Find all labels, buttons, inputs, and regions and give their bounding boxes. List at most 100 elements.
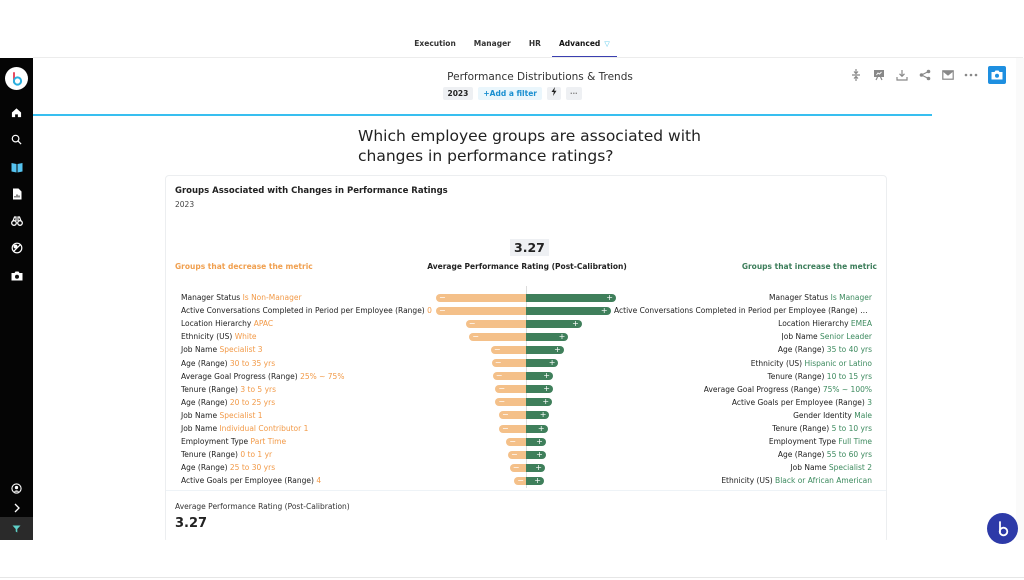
binoculars-icon[interactable] (0, 213, 33, 229)
group-value: Specialist 3 (219, 345, 263, 355)
decrease-bar[interactable]: − (436, 306, 526, 315)
decrease-bar[interactable]: − (469, 332, 526, 341)
increase-bar[interactable]: + (526, 424, 548, 433)
increase-bar[interactable]: + (526, 384, 553, 394)
increase-legend: Groups that increase the metric (741, 262, 877, 271)
increase-group-label[interactable]: Tenure (Range) 5 to 10 yrs (772, 422, 872, 435)
plus-icon: + (483, 89, 490, 98)
increase-group-label[interactable]: Active Goals per Employee (Range) 3 (732, 396, 872, 409)
group-field: Ethnicity (US) (181, 332, 233, 342)
group-value: White (234, 332, 257, 342)
increase-bar[interactable]: + (526, 306, 611, 315)
decrease-group-label[interactable]: Job Name Specialist 3 (181, 343, 263, 356)
increase-bar[interactable]: + (526, 358, 559, 367)
increase-group-label[interactable]: Employment Type Full Time (769, 435, 872, 448)
decrease-group-label[interactable]: Manager Status Is Non-Manager (181, 291, 302, 304)
decrease-group-label[interactable]: Age (Range) 25 to 30 yrs (181, 461, 275, 474)
decrease-bar[interactable]: − (492, 371, 526, 381)
tab-execution[interactable]: Execution (405, 36, 464, 58)
filter-panel-toggle[interactable] (0, 517, 33, 540)
scrollbar-track[interactable] (1016, 58, 1024, 580)
decrease-group-label[interactable]: Tenure (Range) 3 to 5 yrs (181, 383, 276, 396)
user-icon[interactable] (0, 480, 33, 496)
decrease-group-label[interactable]: Age (Range) 30 to 35 yrs (181, 357, 275, 370)
minus-icon: − (498, 384, 506, 394)
decrease-bar[interactable]: − (514, 476, 526, 485)
more-filters-button[interactable]: ⋯ (566, 87, 582, 100)
group-value: Specialist 2 (828, 463, 872, 473)
increase-bar[interactable]: + (526, 450, 546, 459)
decrease-bar[interactable]: − (506, 437, 526, 446)
increase-group-label[interactable]: Age (Range) 35 to 40 yrs (778, 343, 872, 356)
increase-group-label[interactable]: Gender Identity Male (793, 409, 872, 422)
increase-group-label[interactable]: Job Name Senior Leader (782, 330, 872, 343)
decrease-bar[interactable]: − (465, 319, 526, 328)
compress-icon[interactable] (848, 66, 864, 84)
increase-group-label[interactable]: Manager Status Is Manager (769, 291, 872, 304)
tab-manager[interactable]: Manager (465, 36, 520, 58)
download-icon[interactable] (894, 66, 910, 84)
year-filter-chip[interactable]: 2023 (442, 87, 474, 100)
decrease-bar[interactable]: − (491, 358, 526, 367)
increase-bar[interactable]: + (526, 397, 553, 407)
decrease-bar[interactable]: − (495, 397, 526, 407)
increase-bar[interactable]: + (526, 293, 616, 302)
presentation-icon[interactable] (871, 66, 887, 84)
increase-group-label[interactable]: Location Hierarchy EMEA (778, 317, 872, 330)
decrease-bar[interactable]: − (499, 424, 526, 433)
app-logo[interactable] (5, 67, 28, 90)
add-filter-button[interactable]: +Add a filter (478, 87, 542, 100)
decrease-group-label[interactable]: Tenure (Range) 0 to 1 yr (181, 448, 272, 461)
decrease-group-label[interactable]: Job Name Specialist 1 (181, 409, 263, 422)
increase-bar[interactable]: + (526, 463, 545, 472)
increase-bar[interactable]: + (526, 332, 569, 341)
decrease-bar[interactable]: − (499, 410, 526, 420)
group-field: Tenure (Range) (181, 450, 238, 460)
increase-bar[interactable]: + (526, 319, 582, 328)
more-icon[interactable] (963, 66, 979, 84)
chevron-right-icon[interactable] (0, 500, 33, 516)
plus-icon: + (534, 475, 541, 485)
decrease-group-label[interactable]: Ethnicity (US) White (181, 330, 257, 343)
email-icon[interactable] (940, 66, 956, 84)
decrease-group-label[interactable]: Employment Type Part Time (181, 435, 286, 448)
snapshot-button[interactable] (988, 66, 1006, 84)
decrease-group-label[interactable]: Active Conversations Completed in Period… (181, 304, 432, 317)
decrease-group-label[interactable]: Average Goal Progress (Range) 25% ~ 75% (181, 370, 344, 383)
decrease-bar[interactable]: − (509, 463, 526, 472)
share-icon[interactable] (917, 66, 933, 84)
increase-group-label[interactable]: Average Goal Progress (Range) 75% ~ 100% (704, 383, 872, 396)
decrease-group-label[interactable]: Job Name Individual Contributor 1 (181, 422, 308, 435)
increase-group-label[interactable]: Tenure (Range) 10 to 15 yrs (767, 370, 872, 383)
increase-bar[interactable]: + (526, 345, 564, 354)
decrease-bar[interactable]: − (495, 384, 526, 394)
minus-icon: − (502, 410, 509, 420)
increase-bar[interactable]: + (526, 410, 550, 420)
decrease-group-label[interactable]: Location Hierarchy APAC (181, 317, 273, 330)
increase-group-label[interactable]: Age (Range) 55 to 60 yrs (778, 448, 872, 461)
decrease-group-label[interactable]: Age (Range) 20 to 25 yrs (181, 396, 275, 409)
decrease-bar[interactable]: − (490, 345, 526, 354)
increase-group-label[interactable]: Ethnicity (US) Black or African American (721, 474, 872, 487)
decrease-bar[interactable]: − (436, 293, 526, 302)
tab-advanced[interactable]: Advanced ▽ (550, 36, 619, 58)
group-value: 55 to 60 yrs (826, 450, 872, 460)
assistant-button[interactable] (987, 513, 1018, 544)
increase-bar[interactable]: + (526, 371, 553, 381)
book-icon[interactable] (0, 159, 33, 175)
bolt-button[interactable] (547, 87, 561, 100)
increase-bar[interactable]: + (526, 475, 544, 485)
decrease-group-label[interactable]: Active Goals per Employee (Range) 4 (181, 474, 321, 487)
explore-icon[interactable] (0, 240, 33, 256)
camera-icon[interactable] (0, 268, 33, 284)
increase-group-label[interactable]: Job Name Specialist 2 (790, 461, 872, 474)
driver-row: Location Hierarchy APAC − + Location Hierar… (166, 317, 888, 330)
increase-group-label[interactable]: Ethnicity (US) Hispanic or Latino (751, 357, 872, 370)
report-icon[interactable] (0, 186, 33, 202)
increase-bar[interactable]: + (526, 437, 546, 446)
increase-group-label[interactable]: Active Conversations Completed in Period… (614, 304, 872, 317)
home-icon[interactable] (0, 104, 33, 120)
search-icon[interactable] (0, 131, 33, 147)
tab-hr[interactable]: HR (520, 36, 550, 58)
decrease-bar[interactable]: − (508, 450, 526, 459)
